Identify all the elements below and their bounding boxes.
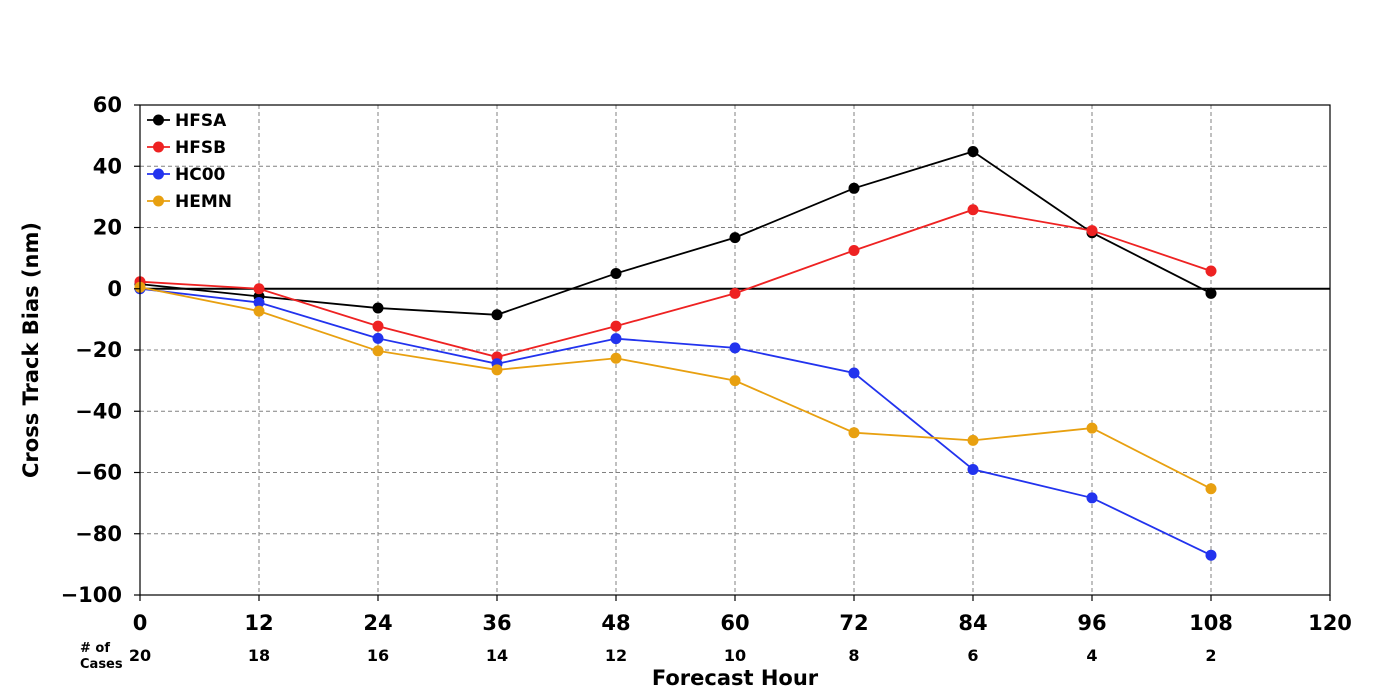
x-tick-label: 24: [363, 611, 392, 635]
grid: [140, 105, 1330, 595]
data-point: [1205, 483, 1217, 495]
x-tick-label: 120: [1308, 611, 1352, 635]
legend-swatch-marker: [153, 141, 164, 153]
data-point: [610, 320, 622, 332]
series-line: [139, 208, 1212, 358]
cases-label-line1: # of: [80, 641, 110, 656]
data-point: [491, 309, 503, 321]
cases-label-line2: Cases: [80, 657, 123, 672]
legend-item-hc00: HC00: [147, 165, 226, 185]
legend-label: HFSA: [175, 111, 227, 131]
x-tick-label: 0: [133, 611, 148, 635]
data-point: [1086, 225, 1098, 237]
data-point: [848, 427, 860, 439]
data-point: [1086, 492, 1098, 504]
legend-item-hfsb: HFSB: [147, 138, 226, 158]
data-point: [729, 232, 741, 244]
series-line: [139, 287, 1212, 556]
y-tick-label: 0: [107, 277, 122, 301]
series-hemn: [134, 281, 1217, 495]
data-point: [372, 302, 384, 314]
series-line: [139, 286, 1212, 490]
case-count: 8: [848, 646, 859, 665]
y-tick-label: 40: [93, 154, 122, 178]
data-point: [491, 364, 503, 376]
x-tick-label: 36: [482, 611, 511, 635]
y-tick-label: −80: [75, 522, 122, 546]
y-tick-label: 20: [93, 216, 122, 240]
data-point: [253, 297, 265, 309]
data-point: [729, 342, 741, 354]
data-point: [967, 463, 979, 475]
data-point: [253, 305, 265, 317]
x-tick-label: 72: [839, 611, 868, 635]
case-count: 18: [248, 646, 270, 665]
series-line: [139, 150, 1212, 316]
legend-item-hemn: HEMN: [147, 192, 232, 212]
data-point: [610, 352, 622, 364]
y-tick-label: 60: [93, 93, 122, 117]
series-hc00: [134, 283, 1217, 561]
data-point: [729, 287, 741, 299]
legend-label: HEMN: [175, 192, 232, 212]
y-tick-labels: 60 40 20 0 −20 −40 −60 −80 −100: [61, 93, 140, 607]
case-count: 4: [1086, 646, 1097, 665]
x-tick-label: 84: [958, 611, 987, 635]
data-point: [372, 320, 384, 332]
data-point: [967, 146, 979, 158]
case-count: 20: [129, 646, 151, 665]
y-axis-label: Cross Track Bias (nm): [19, 222, 43, 478]
case-count: 12: [605, 646, 627, 665]
case-count: 14: [486, 646, 508, 665]
data-point: [372, 332, 384, 344]
data-point: [967, 204, 979, 216]
x-axis-label: Forecast Hour: [652, 666, 819, 690]
y-tick-label: −60: [75, 461, 122, 485]
x-tick-label: 12: [244, 611, 273, 635]
x-tick-label: 48: [601, 611, 630, 635]
data-point: [848, 244, 860, 256]
data-point: [1205, 549, 1217, 561]
series-layer: [134, 146, 1217, 561]
series-hfsa: [134, 146, 1217, 321]
case-count: 2: [1205, 646, 1216, 665]
data-point: [729, 375, 741, 387]
x-tick-label: 108: [1189, 611, 1233, 635]
y-tick-label: −20: [75, 338, 122, 362]
legend-swatch-marker: [153, 168, 164, 180]
case-count: 6: [967, 646, 978, 665]
case-count: 10: [724, 646, 746, 665]
data-point: [1086, 422, 1098, 434]
legend-label: HFSB: [175, 138, 226, 158]
data-point: [253, 283, 265, 295]
data-point: [967, 434, 979, 446]
cases-row: # of Cases 20 18 16 14 12 10 8 6 4 2: [80, 641, 1217, 672]
legend: HFSA HFSB HC00 HEMN: [147, 111, 232, 212]
x-tick-labels: 0 12 24 36 48 60 72 84 96 108 120: [133, 595, 1352, 635]
data-point: [610, 333, 622, 345]
data-point: [1205, 287, 1217, 299]
legend-label: HC00: [175, 165, 226, 185]
y-tick-label: −100: [61, 583, 122, 607]
legend-swatch-marker: [153, 195, 164, 207]
data-point: [1205, 265, 1217, 277]
case-count: 16: [367, 646, 389, 665]
legend-item-hfsa: HFSA: [147, 111, 227, 131]
data-point: [610, 267, 622, 279]
y-tick-label: −40: [75, 399, 122, 423]
data-point: [372, 345, 384, 357]
x-tick-label: 96: [1077, 611, 1106, 635]
data-point: [848, 367, 860, 379]
legend-swatch-marker: [153, 114, 164, 126]
series-hfsb: [134, 204, 1217, 363]
x-tick-label: 60: [720, 611, 749, 635]
data-point: [848, 182, 860, 194]
